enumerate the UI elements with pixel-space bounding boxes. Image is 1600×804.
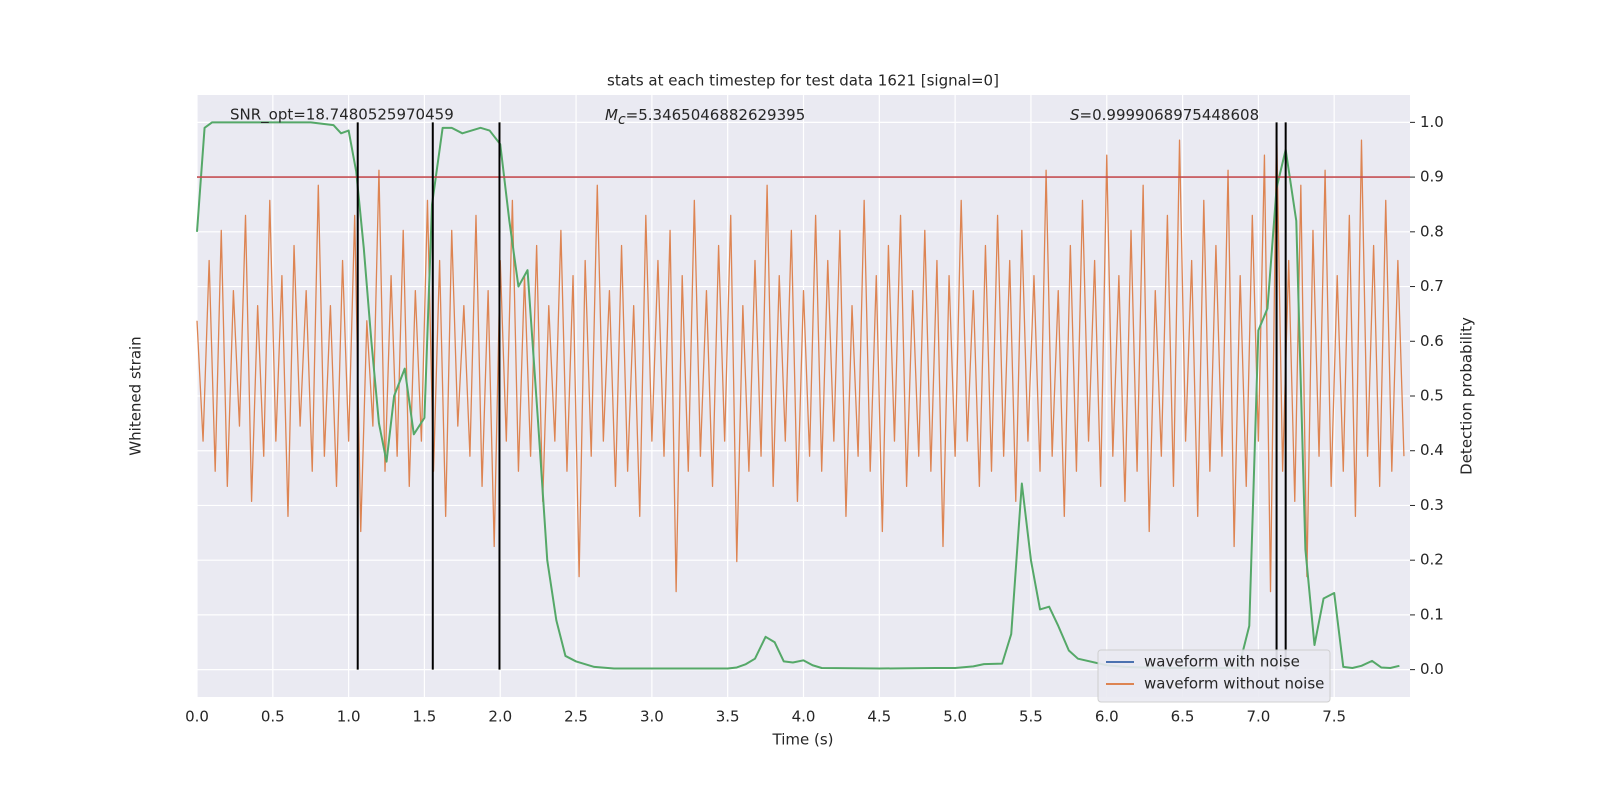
strain-line	[196, 124, 1405, 593]
x-tick-label: 5.5	[1019, 708, 1043, 726]
x-tick-label: 4.0	[792, 708, 816, 726]
y2-tick-label: 0.3	[1420, 496, 1444, 514]
x-axis-label: Time (s)	[772, 731, 834, 749]
annotation-subscript: c	[618, 112, 626, 128]
annotation: S=0.9999068975448608	[1070, 106, 1259, 124]
chart-title: stats at each timestep for test data 162…	[607, 72, 999, 90]
y2-axis-label: Detection probability	[1458, 317, 1476, 475]
x-tick-label: 5.0	[943, 708, 967, 726]
y2-tick-label: 0.2	[1420, 551, 1444, 569]
legend-label: waveform with noise	[1144, 653, 1300, 671]
x-tick-label: 3.0	[640, 708, 664, 726]
x-tick-label: 2.0	[488, 708, 512, 726]
legend-label: waveform without noise	[1144, 675, 1324, 693]
annotation-symbol: S	[1070, 106, 1080, 124]
y2-tick-label: 0.4	[1420, 441, 1444, 459]
x-tick-label: 4.5	[867, 708, 891, 726]
y2-tick-label: 0.5	[1420, 387, 1444, 405]
y2-tick-label: 0.0	[1420, 660, 1444, 678]
y2-tick-label: 0.8	[1420, 222, 1444, 240]
x-tick-label: 1.5	[413, 708, 437, 726]
annotation: SNR_opt=18.7480525970459	[230, 106, 454, 125]
x-tick-label: 6.0	[1095, 708, 1119, 726]
annotation-text: =0.9999068975448608	[1080, 106, 1260, 124]
annotation-symbol: M	[605, 106, 618, 124]
y2-tick-label: 0.6	[1420, 332, 1444, 350]
y2-tick-label: 1.0	[1420, 113, 1444, 131]
annotation-text: =5.3465046882629395	[626, 106, 806, 124]
x-tick-label: 7.0	[1246, 708, 1270, 726]
x-tick-label: 2.5	[564, 708, 588, 726]
y-axis-label: Whitened strain	[127, 336, 145, 455]
x-tick-label: 6.5	[1171, 708, 1195, 726]
y2-tick-label: 0.1	[1420, 605, 1444, 623]
x-tick-label: 3.5	[716, 708, 740, 726]
x-tick-label: 0.5	[261, 708, 285, 726]
annotation: Mc=5.3465046882629395	[605, 106, 805, 129]
y2-tick-label: 0.7	[1420, 277, 1444, 295]
x-tick-label: 1.0	[337, 708, 361, 726]
y2-tick-label: 0.9	[1420, 168, 1444, 186]
legend-box	[1097, 649, 1331, 703]
x-tick-label: 0.0	[185, 708, 209, 726]
probability-line	[196, 121, 1400, 670]
x-tick-label: 7.5	[1322, 708, 1346, 726]
